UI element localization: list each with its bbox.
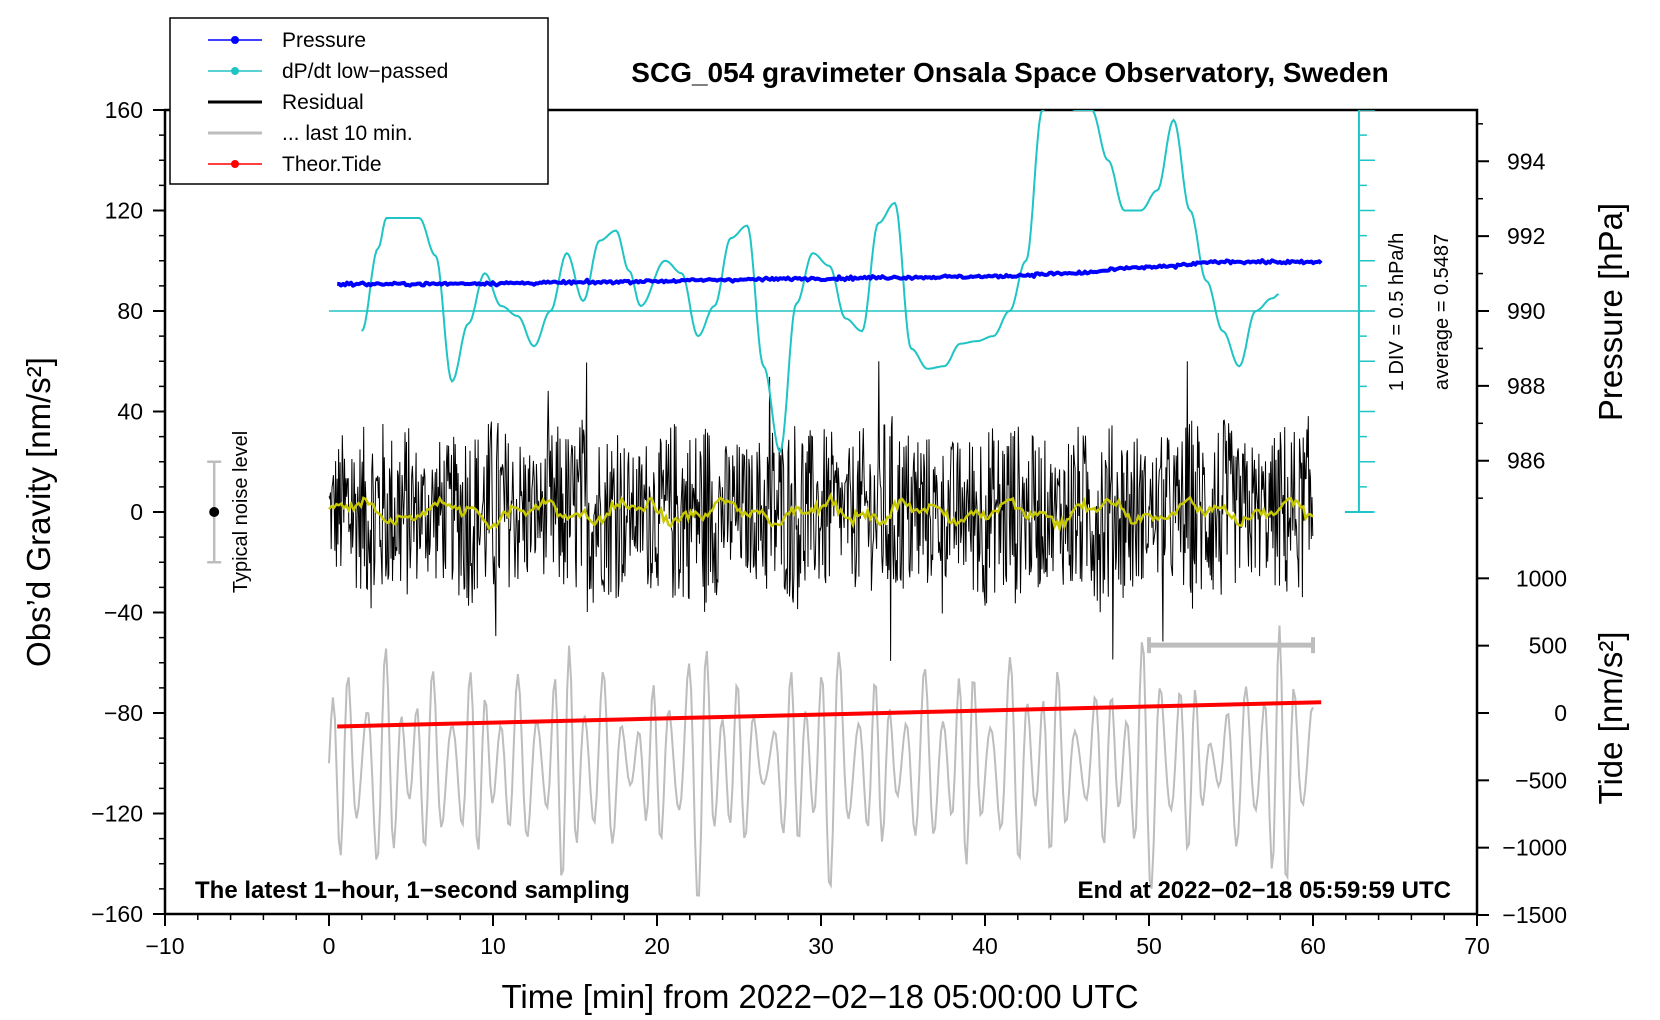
legend-label: Pressure bbox=[282, 29, 366, 52]
y-tick-label: 40 bbox=[117, 399, 143, 425]
tide-tick-label: 0 bbox=[1554, 700, 1567, 726]
y-axis-label-left: Obs’d Gravity [nm/s²] bbox=[20, 357, 57, 667]
y-tick-label: −160 bbox=[91, 901, 143, 927]
tide-tick-label: −500 bbox=[1515, 767, 1567, 793]
noise-level-dot bbox=[209, 507, 220, 517]
y-tick-label: 120 bbox=[105, 198, 143, 224]
y-tick-label: −120 bbox=[91, 801, 143, 827]
bottom-left-note: The latest 1−hour, 1−second sampling bbox=[195, 877, 630, 904]
x-tick-label: 30 bbox=[808, 933, 834, 959]
pressure-tick-label: 990 bbox=[1507, 298, 1545, 324]
last10min-line bbox=[328, 625, 1314, 897]
legend-label: ... last 10 min. bbox=[282, 122, 413, 145]
pressure-tick-label: 994 bbox=[1507, 148, 1546, 174]
x-tick-label: −10 bbox=[145, 933, 184, 959]
y-tick-label: −40 bbox=[104, 600, 143, 626]
y-tick-label: −80 bbox=[104, 700, 143, 726]
legend-label: dP/dt low−passed bbox=[282, 60, 448, 83]
noise-level-label: Typical noise level bbox=[230, 431, 252, 593]
x-axis-label: Time [min] from 2022−02−18 05:00:00 UTC bbox=[501, 978, 1138, 1015]
y-tick-label: 0 bbox=[130, 499, 143, 525]
y-tick-label: 160 bbox=[105, 97, 143, 123]
tide-tick-label: −1500 bbox=[1502, 902, 1567, 928]
dpdt-average-label: average = 0.5487 bbox=[1431, 234, 1453, 390]
dpdt-scale-label: 1 DIV = 0.5 hPa/h bbox=[1386, 233, 1408, 391]
pressure-line bbox=[337, 258, 1323, 288]
x-tick-label: 60 bbox=[1300, 933, 1326, 959]
y-tick-label: 80 bbox=[117, 298, 143, 324]
legend-label: Theor.Tide bbox=[282, 153, 382, 176]
pressure-tick-label: 988 bbox=[1507, 373, 1545, 399]
x-tick-label: 0 bbox=[323, 933, 336, 959]
tide-tick-label: 1000 bbox=[1516, 565, 1567, 591]
tide-line bbox=[337, 700, 1322, 729]
residual-smoothed-line bbox=[328, 491, 1314, 533]
tide-tick-label: −1000 bbox=[1502, 835, 1567, 861]
legend-label: Residual bbox=[282, 91, 364, 114]
y-axis-label-tide: Tide [nm/s²] bbox=[1592, 632, 1629, 805]
legend-swatch-marker bbox=[231, 160, 239, 168]
dpdt-line bbox=[361, 110, 1280, 454]
x-tick-label: 70 bbox=[1464, 933, 1490, 959]
x-tick-label: 50 bbox=[1136, 933, 1162, 959]
chart-title: SCG_054 gravimeter Onsala Space Observat… bbox=[631, 57, 1388, 88]
x-tick-label: 10 bbox=[480, 933, 506, 959]
legend-swatch-marker bbox=[231, 67, 239, 75]
pressure-tick-label: 986 bbox=[1507, 448, 1545, 474]
x-tick-label: 40 bbox=[972, 933, 998, 959]
pressure-tick-label: 992 bbox=[1507, 223, 1545, 249]
y-axis-label-pressure: Pressure [hPa] bbox=[1592, 203, 1629, 421]
tide-tick-label: 500 bbox=[1529, 633, 1567, 659]
bottom-right-note: End at 2022−02−18 05:59:59 UTC bbox=[1077, 877, 1451, 904]
x-tick-label: 20 bbox=[644, 933, 670, 959]
legend-swatch-marker bbox=[231, 36, 239, 44]
